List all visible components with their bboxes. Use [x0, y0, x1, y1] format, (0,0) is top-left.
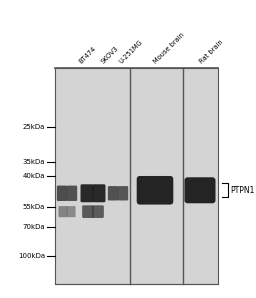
Text: 55kDa: 55kDa [23, 204, 45, 210]
Text: U-251MG: U-251MG [118, 39, 144, 65]
FancyBboxPatch shape [108, 186, 118, 201]
FancyBboxPatch shape [118, 186, 128, 201]
Text: Rat brain: Rat brain [198, 39, 224, 65]
FancyBboxPatch shape [137, 176, 173, 205]
FancyBboxPatch shape [58, 206, 68, 217]
Text: 25kDa: 25kDa [23, 124, 45, 131]
FancyBboxPatch shape [185, 177, 216, 203]
Text: PTPN1: PTPN1 [230, 186, 254, 195]
FancyBboxPatch shape [67, 186, 77, 201]
FancyBboxPatch shape [82, 205, 94, 218]
Text: 100kDa: 100kDa [18, 253, 45, 259]
Text: BT474: BT474 [78, 46, 97, 65]
Text: 40kDa: 40kDa [23, 173, 45, 179]
FancyBboxPatch shape [57, 186, 67, 201]
FancyBboxPatch shape [67, 206, 76, 217]
FancyBboxPatch shape [80, 184, 93, 202]
Text: 70kDa: 70kDa [22, 224, 45, 230]
Bar [55, 68, 218, 284]
Text: SKOV3: SKOV3 [100, 45, 120, 65]
Text: 35kDa: 35kDa [23, 159, 45, 165]
FancyBboxPatch shape [92, 184, 105, 202]
FancyBboxPatch shape [92, 205, 104, 218]
Text: Mouse brain: Mouse brain [152, 32, 185, 65]
